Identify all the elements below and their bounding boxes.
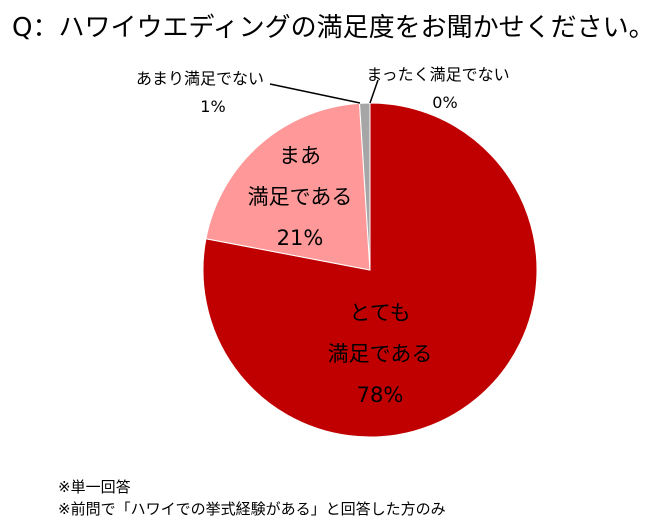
slice-0-label-line-0: とても	[349, 301, 410, 325]
pie-labels: とても満足である78%まあ満足である21%あまり満足でない1%まったく満足でない…	[136, 65, 510, 407]
slice-3-leader-line	[369, 79, 379, 104]
note-condition: ※前問で「ハワイでの挙式経験がある」と回答した方のみ	[58, 500, 446, 518]
slice-2-leader-line	[269, 83, 361, 104]
slice-3-value-label: 0%	[432, 93, 457, 112]
slice-3-label: まったく満足でない	[366, 65, 509, 84]
leader-lines	[269, 79, 379, 104]
note-single-answer: ※単一回答	[58, 478, 131, 496]
slice-0-label-line-1: 満足である	[328, 342, 433, 366]
chart-title: Q：ハワイウエディングの満足度をお聞かせください。	[12, 13, 647, 43]
pie-slices	[202, 102, 538, 438]
pie-slice-0	[202, 102, 538, 438]
slice-1-label-line-1: 満足である	[248, 185, 353, 209]
slice-2-value-label: 1%	[200, 97, 225, 116]
slice-1-value-label: 21%	[277, 226, 324, 250]
slice-0-value-label: 78%	[357, 383, 404, 407]
slice-2-label: あまり満足でない	[136, 69, 264, 88]
slice-1-label-line-0: まあ	[279, 144, 321, 168]
pie-slice-1	[205, 102, 371, 271]
